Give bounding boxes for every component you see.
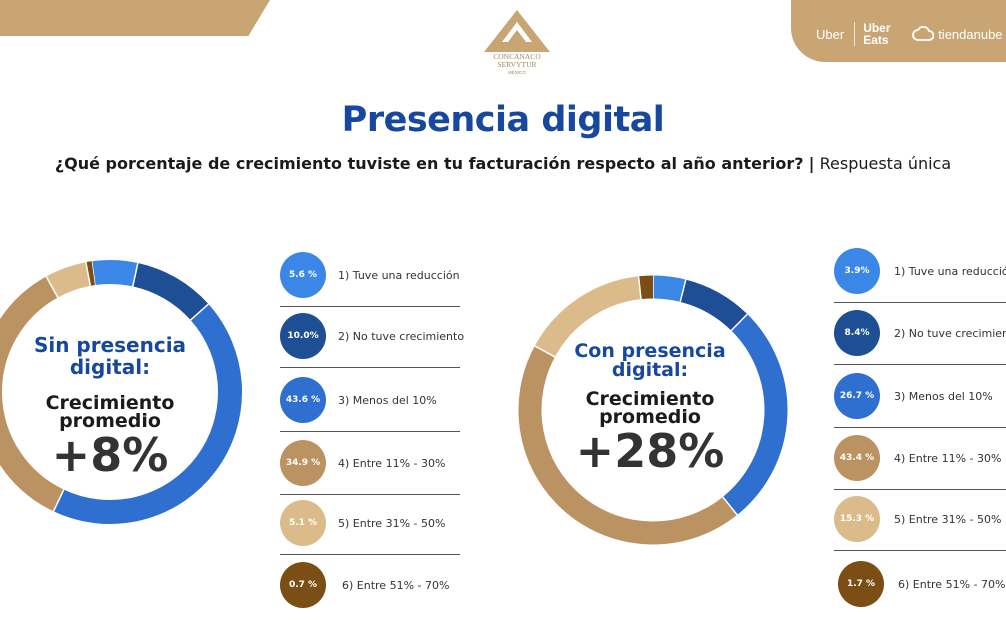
legend-value-badge: 5.1 % xyxy=(280,500,326,546)
page-title: Presencia digital xyxy=(341,100,665,140)
center-value: +28% xyxy=(575,424,725,478)
legend-label: 4) Entre 11% - 30% xyxy=(894,452,1002,465)
legend-label: 1) Tuve una reducción xyxy=(894,265,1006,278)
legend-value-badge: 10.0% xyxy=(280,313,326,359)
concanaco-logo: CONCANACO SERVYTUR MÉXICO xyxy=(482,8,552,80)
legend-value-badge: 26.7 % xyxy=(834,373,880,419)
center-label-line: Sin presencia xyxy=(33,333,187,357)
legend-label: 5) Entre 31% - 50% xyxy=(894,513,1002,526)
legend-label: 5) Entre 31% - 50% xyxy=(338,517,446,530)
donut-slice-6 xyxy=(85,261,96,286)
cloud-icon xyxy=(912,26,935,41)
slice-separator xyxy=(190,303,209,321)
legend-item-1: 3.9% 1) Tuve una reducción xyxy=(834,246,1006,306)
donut-slice-4 xyxy=(0,276,64,512)
center-value: +8% xyxy=(51,428,169,482)
legend-label: 3) Menos del 10% xyxy=(894,390,993,403)
legend-divider xyxy=(280,554,460,555)
legend-value-badge: 15.3 % xyxy=(834,496,880,542)
donut-slice-4 xyxy=(518,345,738,545)
page-subtitle: ¿Qué porcentaje de crecimiento tuviste e… xyxy=(0,154,1006,173)
legend-value-badge: 43.4 % xyxy=(834,435,880,481)
slice-separator xyxy=(52,489,65,512)
legend-divider xyxy=(280,367,460,368)
donut-chart-sin-presencia xyxy=(0,260,242,524)
legend-label: 2) No tuve crecimiento xyxy=(894,327,1006,340)
slice-separator xyxy=(45,276,59,298)
legend-item-2: 8.4% 2) No tuve crecimiento xyxy=(834,308,1006,368)
donut-slice-5 xyxy=(534,276,642,358)
legend-label: 3) Menos del 10% xyxy=(338,394,437,407)
org-sub: MÉXICO xyxy=(508,70,526,75)
slice-separator xyxy=(132,262,139,287)
legend-divider xyxy=(834,364,1006,365)
tiendanube-text: tiendanube xyxy=(938,26,1003,42)
legend-value-badge: 0.7 % xyxy=(280,562,326,608)
donut-center-sin-presencia: Sin presencia digital: Crecimiento prome… xyxy=(20,334,200,480)
center-growth-line: promedio xyxy=(59,410,161,432)
legend-value-badge: 34.9 % xyxy=(280,440,326,486)
legend-label: 6) Entre 51% - 70% xyxy=(898,578,1006,591)
center-label-line: digital: xyxy=(611,359,689,381)
legend-divider xyxy=(280,431,460,432)
slice-separator xyxy=(722,496,738,516)
decor-corner-left xyxy=(0,0,270,36)
donut-chart-con-presencia xyxy=(518,275,788,545)
slice-separator xyxy=(679,279,687,303)
question-text: ¿Qué porcentaje de crecimiento tuviste e… xyxy=(54,154,804,173)
donut-center-con-presencia: Con presencia digital: Crecimiento prome… xyxy=(550,340,750,478)
legend-label: 4) Entre 11% - 30% xyxy=(338,457,446,470)
legend-value-badge: 5.6 % xyxy=(280,252,326,298)
legend-item-5: 15.3 % 5) Entre 31% - 50% xyxy=(834,494,1006,554)
legend-item-3: 26.7 % 3) Menos del 10% xyxy=(834,371,1006,431)
response-note: Respuesta única xyxy=(819,154,952,173)
legend-divider xyxy=(280,306,460,307)
center-label-line: digital: xyxy=(69,355,151,379)
donut-slice-5 xyxy=(46,262,91,298)
legend-label: 2) No tuve crecimiento xyxy=(338,330,465,343)
legend-label: 6) Entre 51% - 70% xyxy=(342,579,450,592)
legend-item-6: 0.7 % 6) Entre 51% - 70% xyxy=(280,560,480,620)
center-growth-line: Crecimiento xyxy=(585,388,715,410)
donut-slice-6 xyxy=(638,275,654,300)
center-label-line: Con presencia xyxy=(574,340,726,362)
legend-item-5: 5.1 % 5) Entre 31% - 50% xyxy=(280,498,480,558)
slice-separator xyxy=(637,276,642,300)
donut-slice-3 xyxy=(53,304,242,524)
legend-divider xyxy=(834,550,1006,551)
legend-value-badge: 3.9% xyxy=(834,248,880,294)
uber-logo: Uber xyxy=(816,26,845,42)
legend-value-badge: 43.6 % xyxy=(280,377,326,423)
center-growth-line: promedio xyxy=(599,406,701,428)
slice-separator xyxy=(85,262,92,286)
donut-slice-1 xyxy=(91,260,138,287)
donut-slice-2 xyxy=(132,262,209,321)
slice-separator xyxy=(730,313,748,332)
legend-item-4: 43.4 % 4) Entre 11% - 30% xyxy=(834,433,1006,493)
legend-item-6: 1.7 % 6) Entre 51% - 70% xyxy=(834,559,1006,619)
legend-value-badge: 1.7 % xyxy=(838,561,884,607)
legend-label: 1) Tuve una reducción xyxy=(338,269,460,282)
tiendanube-logo: tiendanube xyxy=(912,26,1003,42)
legend-item-2: 10.0% 2) No tuve crecimiento xyxy=(280,311,480,371)
legend-divider xyxy=(834,427,1006,428)
legend-divider xyxy=(280,494,460,495)
legend-item-1: 5.6 % 1) Tuve una reducción xyxy=(280,250,480,310)
legend-item-3: 43.6 % 3) Menos del 10% xyxy=(280,375,480,435)
legend-divider xyxy=(834,489,1006,490)
legend-item-4: 34.9 % 4) Entre 11% - 30% xyxy=(280,438,480,498)
uber-eats-logo: Uber Eats xyxy=(854,22,902,46)
legend-divider xyxy=(834,302,1006,303)
triangle-logo-icon xyxy=(484,10,550,52)
legend-value-badge: 8.4% xyxy=(834,310,880,356)
sponsor-logos: Uber Uber Eats tiendanube xyxy=(816,18,1006,50)
donut-slice-3 xyxy=(722,314,788,515)
subtitle-separator: | xyxy=(808,154,815,173)
center-growth-line: Crecimiento xyxy=(45,392,175,414)
decor-corner-right xyxy=(791,0,1006,62)
donut-slice-1 xyxy=(652,275,686,302)
donut-slice-2 xyxy=(679,279,748,331)
slice-separator xyxy=(534,345,556,358)
org-name: CONCANACO SERVYTUR xyxy=(493,52,541,69)
